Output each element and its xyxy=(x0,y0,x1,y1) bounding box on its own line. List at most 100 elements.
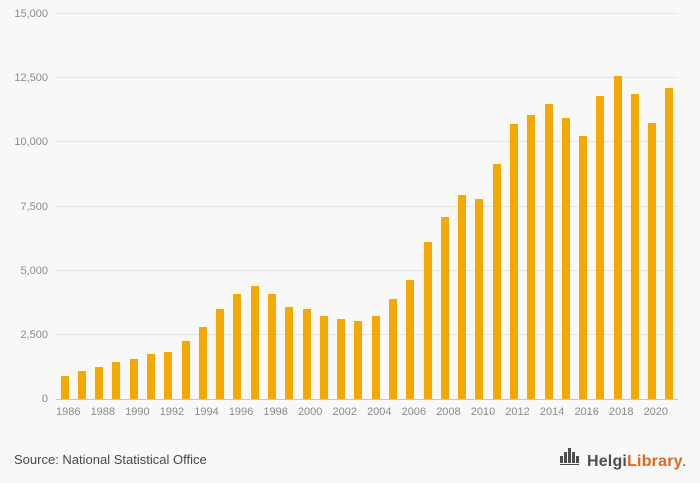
x-tick-slot xyxy=(668,406,678,418)
bar-slot xyxy=(246,14,263,399)
bar-slot xyxy=(194,14,211,399)
bar-1995 xyxy=(216,309,225,399)
bar-slot xyxy=(419,14,436,399)
bar-slot xyxy=(402,14,419,399)
gridline xyxy=(56,269,678,271)
bar-1998 xyxy=(268,293,277,399)
bar-2003 xyxy=(354,320,363,399)
bar-slot xyxy=(350,14,367,399)
bar-slot xyxy=(453,14,470,399)
bar-1996 xyxy=(233,293,242,399)
logo-text-helgi: Helgi xyxy=(586,453,628,470)
y-tick-label: 0 xyxy=(41,393,48,405)
bar-2007 xyxy=(423,242,432,399)
plot-area: 0 2,500 5,000 7,500 10,000 12,500 15,000 xyxy=(14,8,678,405)
bar-2011 xyxy=(492,164,501,399)
x-tick-slot: 2018 xyxy=(609,406,633,418)
x-axis-labels: 1986 1988 1990 1992 1994 1996 1998 2000 2002 2004… xyxy=(56,400,678,418)
bar-1989 xyxy=(112,361,121,399)
bar-slot xyxy=(125,14,142,399)
gridline xyxy=(56,77,678,79)
x-tick-label: 1986 xyxy=(56,406,81,418)
x-tick-label: 1994 xyxy=(194,406,219,418)
logo-text-suffix: . xyxy=(682,457,686,469)
bar-slot xyxy=(540,14,557,399)
bar-slot xyxy=(298,14,315,399)
bar-slot xyxy=(367,14,384,399)
bar-1993 xyxy=(181,341,190,399)
y-tick-label: 7,500 xyxy=(20,200,48,213)
bar-slot xyxy=(73,14,90,399)
x-tick-slot: 1992 xyxy=(160,406,184,418)
bar-slot xyxy=(56,14,73,399)
x-tick-slot: 2010 xyxy=(471,406,495,418)
x-tick-label: 2008 xyxy=(436,406,461,418)
bar-slot xyxy=(574,14,591,399)
y-tick-label: 5,000 xyxy=(20,264,48,277)
x-tick-slot xyxy=(461,406,471,418)
x-tick-slot xyxy=(150,406,160,418)
bar-2004 xyxy=(371,315,380,399)
x-tick-label: 2000 xyxy=(297,406,323,418)
x-tick-slot: 2000 xyxy=(298,406,322,418)
bar-slot xyxy=(333,14,350,399)
source-note: Source: National Statistical Office xyxy=(14,452,207,467)
bar-chart: 0 2,500 5,000 7,500 10,000 12,500 15,000 1986 1… xyxy=(14,8,678,418)
bar-2002 xyxy=(337,319,346,399)
x-tick-slot: 2006 xyxy=(402,406,426,418)
bar-2015 xyxy=(561,117,570,399)
bar-1992 xyxy=(164,351,173,399)
bar-1994 xyxy=(198,327,207,399)
x-tick-slot: 1990 xyxy=(125,406,149,418)
x-tick-slot xyxy=(495,406,505,418)
bar-slot xyxy=(523,14,540,399)
bar-1997 xyxy=(250,286,259,399)
bar-slot xyxy=(177,14,194,399)
bar-slot xyxy=(609,14,626,399)
bar-slot xyxy=(281,14,298,399)
y-tick-label: 10,000 xyxy=(14,136,48,149)
x-tick-slot: 2014 xyxy=(540,406,564,418)
bar-slot xyxy=(557,14,574,399)
bar-slot xyxy=(315,14,332,399)
bar-1999 xyxy=(285,306,294,399)
bar-2014 xyxy=(544,103,553,399)
bar-slot xyxy=(160,14,177,399)
x-tick-label: 2012 xyxy=(505,406,530,418)
gridline xyxy=(56,141,678,143)
gridline xyxy=(56,13,678,14)
y-tick-label: 15,000 xyxy=(14,8,48,20)
x-tick-label: 2020 xyxy=(643,406,669,418)
bar-slot xyxy=(229,14,246,399)
x-tick-label: 2018 xyxy=(609,406,634,418)
x-tick-label: 2014 xyxy=(539,406,565,418)
bar-slot xyxy=(91,14,108,399)
bar-slot xyxy=(505,14,522,399)
bar-slot xyxy=(263,14,280,399)
bar-slot xyxy=(592,14,609,399)
x-tick-label: 2010 xyxy=(470,406,496,418)
bar-2005 xyxy=(388,298,397,399)
bars xyxy=(56,14,678,399)
x-tick-slot xyxy=(599,406,609,418)
x-tick-slot xyxy=(219,406,229,418)
bar-2010 xyxy=(475,198,484,399)
x-tick-slot: 2002 xyxy=(333,406,357,418)
bar-2017 xyxy=(596,96,605,399)
x-tick-slot: 1988 xyxy=(91,406,115,418)
x-tick-slot xyxy=(80,406,90,418)
bar-slot xyxy=(488,14,505,399)
bar-2019 xyxy=(630,93,639,399)
bar-slot xyxy=(384,14,401,399)
x-tick-label: 2002 xyxy=(332,406,357,418)
bar-2020 xyxy=(648,123,657,399)
bar-2021 xyxy=(665,88,674,399)
x-tick-label: 1996 xyxy=(228,406,254,418)
x-tick-label: 2016 xyxy=(574,406,599,418)
bar-2016 xyxy=(579,135,588,399)
bar-2009 xyxy=(458,194,467,399)
x-tick-label: 1990 xyxy=(125,406,150,418)
x-tick-label: 2006 xyxy=(401,406,427,418)
x-tick-slot: 2020 xyxy=(644,406,668,418)
bar-2018 xyxy=(613,75,622,399)
